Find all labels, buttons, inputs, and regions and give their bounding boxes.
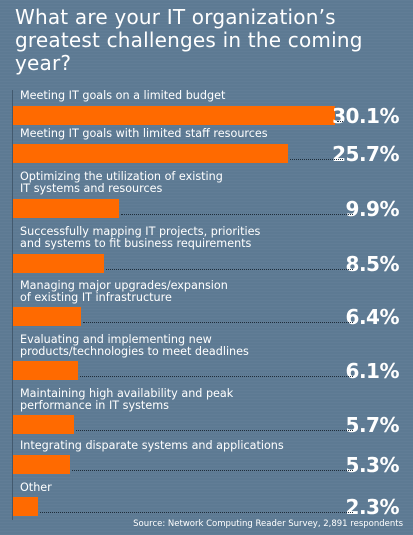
bar [13,106,335,125]
leader-line [40,512,353,513]
bar-label: Maintaining high availability and peak p… [20,387,234,412]
leader-line [121,214,353,215]
value-label: 9.9% [345,197,400,221]
bar-label: Integrating disparate systems and applic… [20,439,284,452]
value-label: 30.1% [332,104,399,128]
bar [13,455,70,474]
leader-line [76,430,353,431]
value-label: 6.1% [345,359,400,383]
value-label: 5.7% [345,413,400,437]
axis-line [12,90,13,520]
bar [13,307,81,326]
bar [13,415,74,434]
bar [13,199,119,218]
value-label: 2.3% [345,495,400,519]
bar-label: Optimizing the utilization of existing I… [20,170,223,195]
value-label: 5.3% [345,453,400,477]
bar-label: Meeting IT goals with limited staff reso… [20,127,268,140]
source-note: Source: Network Computing Reader Survey,… [133,519,403,529]
leader-line [80,376,353,377]
leader-line [106,269,353,270]
bar-label: Other [20,481,52,494]
chart-title: What are your IT organization’s greatest… [15,5,363,75]
bar [13,497,38,516]
value-label: 25.7% [332,142,399,166]
bar-label: Successfully mapping IT projects, priori… [20,225,261,250]
bar-label: Meeting IT goals on a limited budget [20,89,226,102]
bar [13,254,104,273]
leader-line [72,470,353,471]
leader-line [290,159,343,160]
bar [13,361,78,380]
bar-label: Evaluating and implementing new products… [20,333,249,358]
value-label: 6.4% [345,305,400,329]
bar-label: Managing major upgrades/expansion of exi… [20,279,228,304]
leader-line [83,322,353,323]
leader-line [337,121,343,122]
bar [13,144,288,163]
value-label: 8.5% [345,252,400,276]
